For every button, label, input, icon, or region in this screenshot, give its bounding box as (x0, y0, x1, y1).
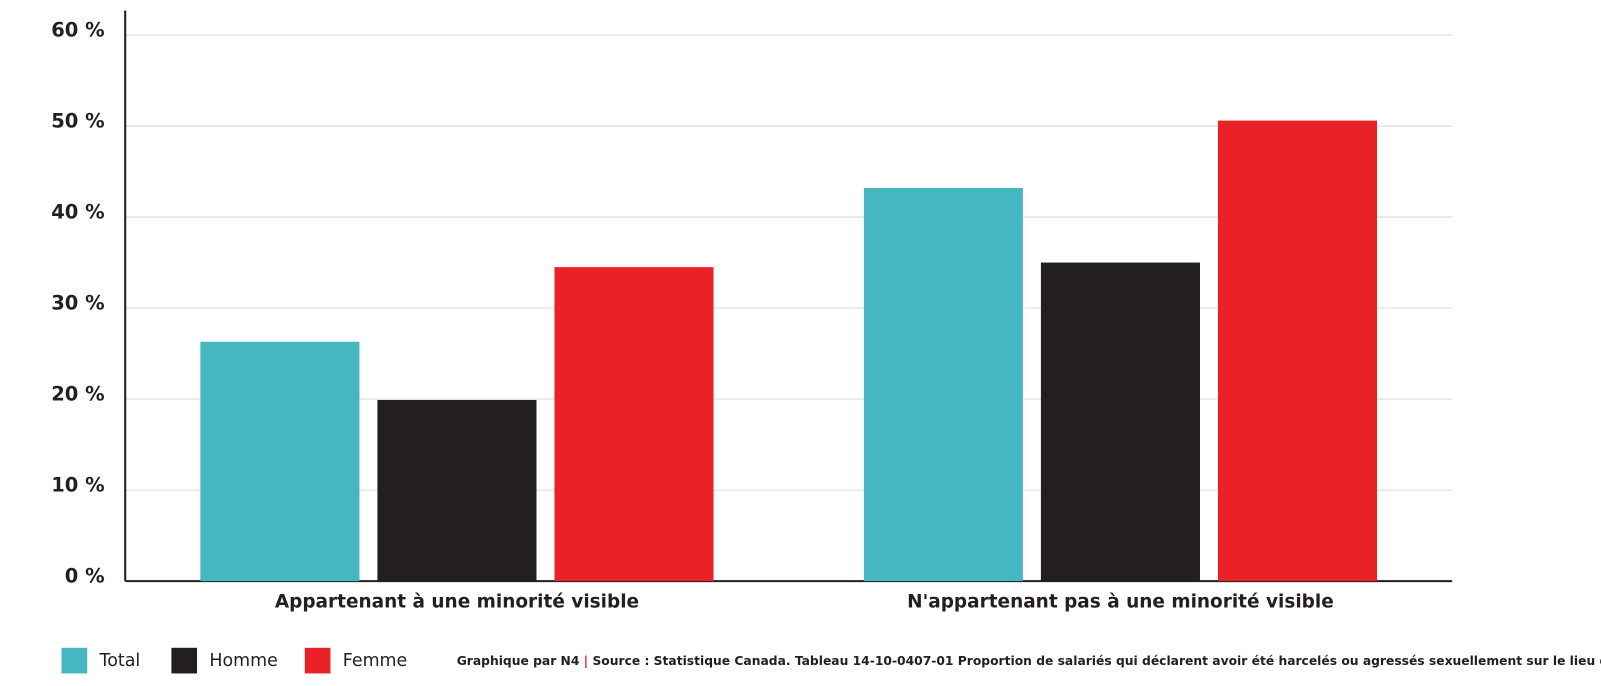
y-tick-label: 40 % (51, 200, 104, 223)
bar (1217, 120, 1378, 582)
credit: Graphique par N4 (457, 654, 580, 668)
y-tick-label: 30 % (51, 291, 104, 314)
bar (377, 399, 537, 582)
bar (1040, 262, 1200, 582)
legend-label: Homme (209, 651, 277, 671)
x-tick-label: Appartenant à une minorité visible (275, 592, 639, 613)
bar (554, 267, 714, 582)
legend-swatch (61, 647, 88, 674)
bar (200, 341, 360, 582)
legend-label: Total (99, 651, 141, 671)
x-tick-label: N'appartenant pas à une minorité visible (907, 592, 1334, 613)
y-tick-label: 0 % (65, 564, 105, 587)
y-tick-label: 10 % (51, 473, 104, 496)
legend-label: Femme (343, 651, 408, 671)
footer-text: Graphique par N4 | Source : Statistique … (457, 654, 1601, 669)
bar (863, 187, 1023, 582)
y-tick-label: 20 % (51, 382, 104, 405)
y-tick-label: 50 % (51, 109, 104, 132)
legend-swatch (171, 647, 198, 674)
separator: | (584, 654, 589, 669)
legend-swatch (304, 647, 331, 674)
y-tick-label: 60 % (51, 18, 104, 41)
source: Source : Statistique Canada. Tableau 14-… (592, 654, 1601, 668)
